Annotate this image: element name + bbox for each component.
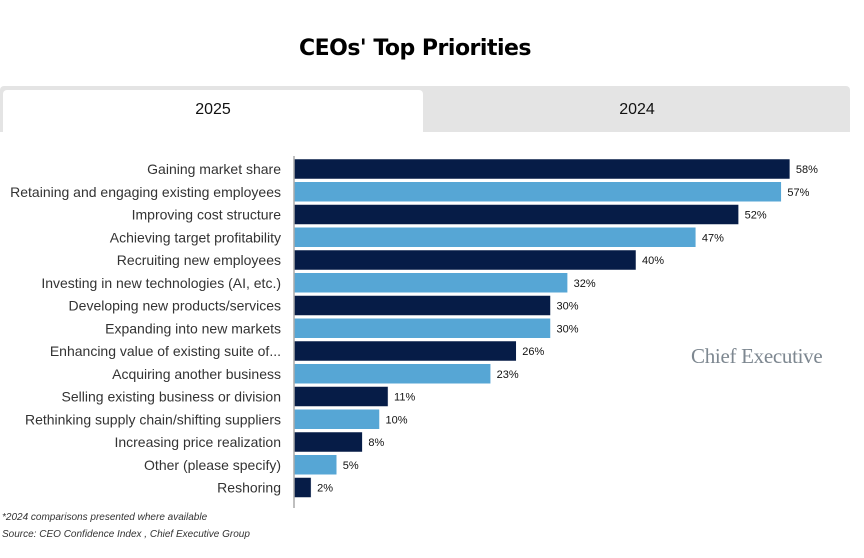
data-label: 8% xyxy=(368,437,384,449)
year-tab-bar: 2025 2024 xyxy=(0,86,850,132)
category-label: Retaining and engaging existing employee… xyxy=(10,184,281,200)
category-label: Increasing price realization xyxy=(114,434,281,450)
data-label: 47% xyxy=(702,232,724,244)
bar-7 xyxy=(293,295,551,316)
bar-11 xyxy=(293,386,389,407)
chief-executive-logo: Chief Executive xyxy=(691,344,823,368)
category-label: Achieving target profitability xyxy=(110,229,281,245)
bar-1 xyxy=(293,158,791,180)
data-label: 52% xyxy=(745,210,767,222)
category-label: Expanding into new markets xyxy=(105,320,281,336)
bar-8 xyxy=(293,318,551,339)
category-label: Enhancing value of existing suite of... xyxy=(50,343,281,359)
category-label: Selling existing business or division xyxy=(62,389,281,405)
bar-3 xyxy=(293,204,739,225)
bar-9 xyxy=(293,340,517,362)
data-label: 23% xyxy=(497,369,519,381)
bar-10 xyxy=(293,363,491,384)
category-label: Improving cost structure xyxy=(132,207,282,223)
category-label: Recruiting new employees xyxy=(117,252,281,268)
data-label: 30% xyxy=(557,323,579,335)
data-label: 11% xyxy=(394,392,415,404)
data-label: 57% xyxy=(787,187,809,199)
data-label: 32% xyxy=(574,278,596,290)
category-label: Developing new products/services xyxy=(69,298,281,314)
category-label: Investing in new technologies (AI, etc.) xyxy=(41,275,281,291)
bar-2 xyxy=(293,181,782,202)
bar-12 xyxy=(293,409,380,430)
data-label: 26% xyxy=(522,346,544,358)
tab-2024[interactable]: 2024 xyxy=(619,101,655,118)
bar-13 xyxy=(293,431,363,453)
category-label: Gaining market share xyxy=(147,161,281,177)
bar-15 xyxy=(293,477,312,498)
footnote-source: Source: CEO Confidence Index , Chief Exe… xyxy=(2,529,250,540)
data-label: 10% xyxy=(386,414,408,426)
bar-6 xyxy=(293,272,568,293)
data-label: 40% xyxy=(642,255,664,267)
chart-title: CEOs' Top Priorities xyxy=(298,36,532,61)
bar-14 xyxy=(293,454,337,475)
category-label: Other (please specify) xyxy=(144,457,281,473)
category-label: Acquiring another business xyxy=(112,366,281,382)
category-label: Rethinking supply chain/shifting supplie… xyxy=(25,411,281,427)
bar-5 xyxy=(293,249,637,271)
data-label: 2% xyxy=(317,483,333,495)
category-label: Reshoring xyxy=(217,480,281,496)
tab-2025[interactable]: 2025 xyxy=(3,90,423,132)
data-label: 30% xyxy=(557,301,579,313)
footnote-comparison: *2024 comparisons presented where availa… xyxy=(2,512,208,523)
data-label: 5% xyxy=(343,460,359,472)
bar-4 xyxy=(293,227,697,248)
data-label: 58% xyxy=(796,164,818,176)
